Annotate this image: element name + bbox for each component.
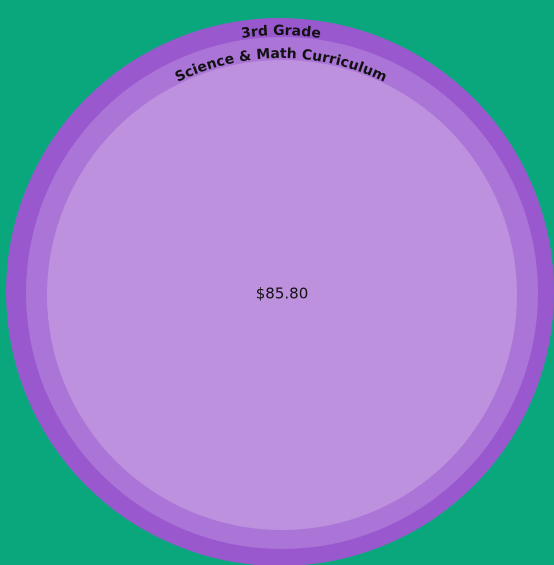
inner-circle[interactable] bbox=[47, 60, 517, 530]
value-label: $85.80 bbox=[256, 285, 309, 303]
